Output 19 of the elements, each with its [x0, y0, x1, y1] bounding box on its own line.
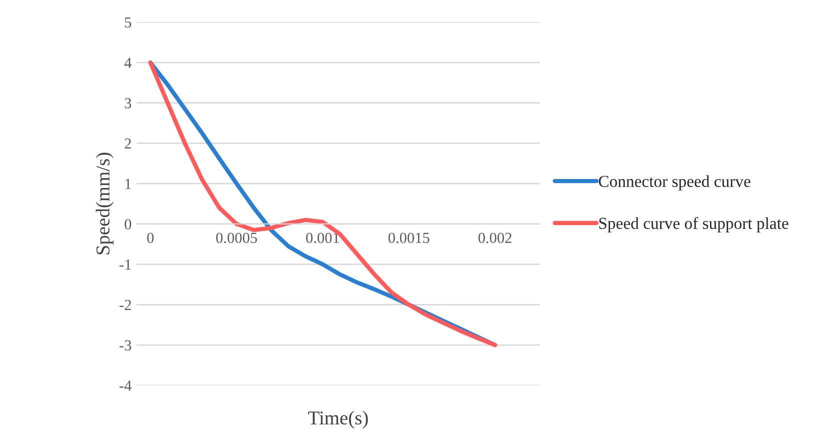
legend-label: Connector speed curve	[598, 175, 750, 190]
y-tick-label: -3	[120, 340, 132, 350]
y-tick-label: -2	[120, 300, 131, 310]
y-tick-label: 2	[124, 138, 131, 149]
x-tick-label: 0.001	[306, 232, 339, 244]
x-axis-title: Time(s)	[308, 410, 368, 428]
x-tick-label: 0.0005	[216, 232, 257, 244]
y-tick-label: 4	[124, 58, 132, 68]
y-tick-label: 3	[124, 98, 132, 108]
y-tick-label: -1	[120, 260, 131, 270]
legend-label: Speed curve of support plate	[599, 217, 788, 232]
x-tick-label: 0.002	[478, 232, 512, 244]
x-tick-label: 0	[147, 232, 154, 244]
y-tick-label: 1	[125, 178, 131, 189]
y-tick-label: -4	[120, 380, 132, 391]
y-tick-label: 0	[124, 219, 132, 230]
y-tick-label: 5	[125, 17, 132, 28]
x-tick-label: 0.0015	[388, 232, 430, 244]
y-axis-title: Speed(mm/s)	[96, 152, 114, 254]
